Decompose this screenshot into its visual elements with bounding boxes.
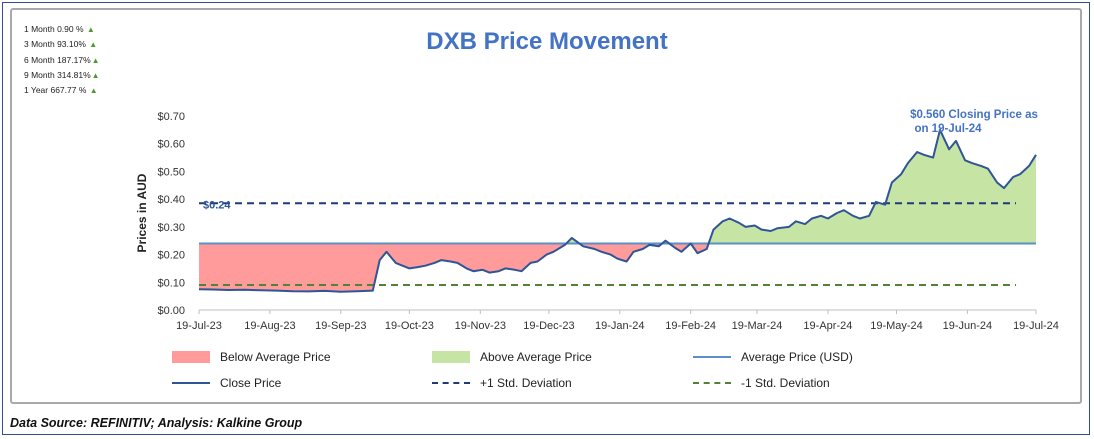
perf-row: 1 Month 0.90 % ▲: [24, 22, 100, 37]
y-tick-label: $0.30: [157, 222, 185, 234]
perf-text: 1 Year 667.77 %: [24, 85, 87, 96]
perf-row: 9 Month 314.81%▲: [24, 68, 100, 83]
y-tick-label: $0.50: [157, 166, 185, 178]
perf-row: 1 Year 667.77 % ▲: [24, 83, 100, 98]
close-price-line: [198, 128, 1037, 293]
x-tick-label: 19-Apr-24: [803, 320, 852, 332]
x-tick-label: 19-Dec-23: [523, 320, 574, 332]
x-tick-label: 19-Sep-23: [315, 320, 366, 332]
x-tick-label: 19-Oct-23: [385, 320, 434, 332]
x-tick-label: 19-Jul-23: [176, 320, 222, 332]
perf-text: 6 Month 187.17%: [24, 54, 91, 65]
average-value-label: $0.24: [203, 199, 231, 211]
perf-text: 9 Month 314.81%: [24, 69, 91, 80]
closing-price-annotation: on 19-Jul-24: [914, 123, 982, 135]
x-tick-label: 19-May-24: [870, 320, 923, 332]
x-tick-label: 19-Aug-23: [244, 320, 295, 332]
up-triangle-icon: ▲: [91, 55, 100, 65]
perf-text: 3 Month 93.10%: [24, 39, 86, 50]
performance-summary: 1 Month 0.90 % ▲ 3 Month 93.10% ▲ 6 Mont…: [24, 22, 100, 98]
y-tick-label: $0.70: [157, 111, 185, 123]
chart-title: DXB Price Movement: [426, 28, 668, 55]
perf-row: 3 Month 93.10% ▲: [24, 37, 100, 52]
y-tick-label: $0.10: [157, 277, 185, 289]
y-tick-label: $0.20: [157, 250, 185, 262]
up-triangle-icon: ▲: [89, 40, 98, 50]
y-axis-title: Prices in AUD: [135, 173, 149, 252]
x-tick-label: 19-Feb-24: [665, 320, 716, 332]
x-tick-label: 19-Jan-24: [595, 320, 645, 332]
y-tick-label: $0.00: [157, 305, 185, 317]
up-triangle-icon: ▲: [91, 70, 100, 80]
up-triangle-icon: ▲: [86, 25, 95, 34]
data-source-footer: Data Source: REFINITIV; Analysis: Kalkin…: [10, 416, 303, 430]
closing-price-annotation: $0.560 Closing Price as: [910, 109, 1038, 121]
x-tick-label: 19-Nov-23: [455, 320, 506, 332]
y-tick-label: $0.40: [157, 194, 185, 206]
below-average-area: [199, 243, 1036, 292]
up-triangle-icon: ▲: [89, 86, 98, 96]
perf-text: 1 Month 0.90 %: [24, 24, 84, 34]
x-tick-label: 19-Jul-24: [1013, 320, 1059, 332]
x-tick-label: 19-Jun-24: [943, 320, 993, 332]
y-tick-label: $0.60: [157, 139, 185, 151]
perf-row: 6 Month 187.17%▲: [24, 53, 100, 68]
above-average-area: [566, 129, 1036, 244]
x-tick-label: 19-Mar-24: [732, 320, 783, 332]
